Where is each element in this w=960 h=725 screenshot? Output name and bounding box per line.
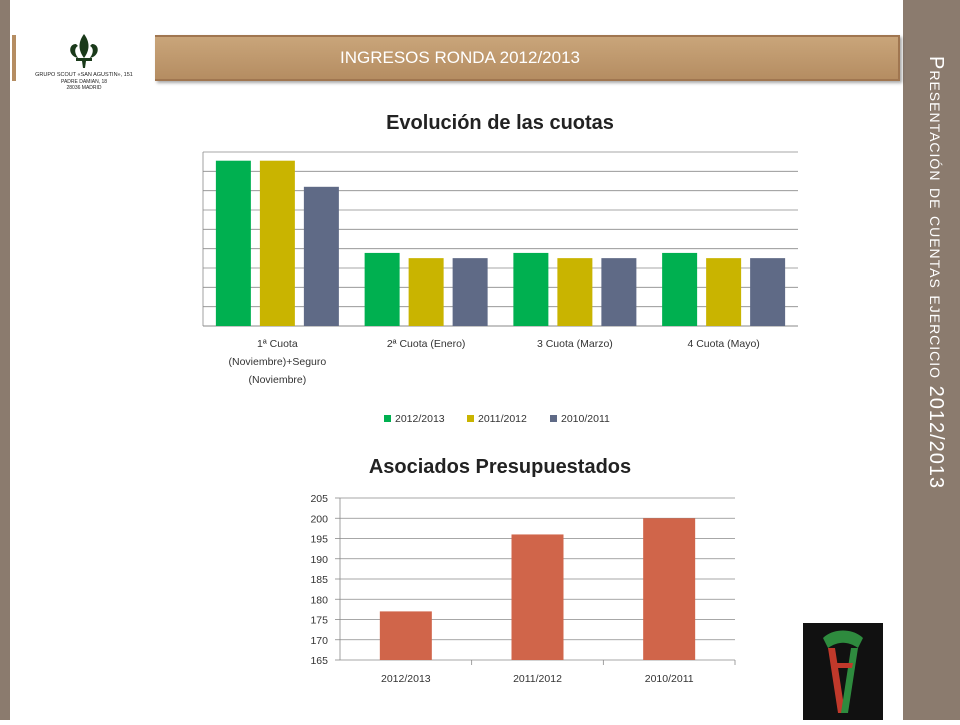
bar-2010/2011-3 bbox=[750, 258, 786, 326]
logo-text-1: GRUPO SCOUT «SAN AGUSTIN», 151 bbox=[35, 72, 133, 78]
side-title: Presentación de cuentas ejercicio 2012/2… bbox=[925, 56, 947, 490]
scarf-image bbox=[803, 623, 883, 720]
legend-label: 2010/2011 bbox=[561, 413, 610, 425]
side-panel bbox=[903, 0, 960, 720]
y-tick-label: 180 bbox=[310, 594, 328, 606]
chart2-title: Asociados Presupuestados bbox=[368, 456, 632, 478]
scout-logo: GRUPO SCOUT «SAN AGUSTIN», 151 PADRE DAM… bbox=[14, 30, 154, 92]
x-tick-label: 2011/2012 bbox=[513, 673, 562, 685]
y-tick-label: 165 bbox=[310, 655, 328, 667]
chart1-title: Evolución de las cuotas bbox=[386, 112, 614, 134]
y-tick-label: 195 bbox=[310, 534, 328, 546]
x-tick-label: (Noviembre)+Seguro bbox=[228, 356, 326, 368]
y-tick-label: 185 bbox=[310, 574, 328, 586]
bar-2011/2012 bbox=[511, 534, 564, 660]
bar-2011/2012-3 bbox=[706, 258, 742, 326]
bar-2012/2013-1 bbox=[364, 252, 400, 326]
y-tick-label: 205 bbox=[310, 493, 328, 505]
bar-2012/2013 bbox=[379, 611, 432, 660]
fleur-de-lis-icon bbox=[70, 34, 98, 68]
y-tick-label: 170 bbox=[310, 635, 328, 647]
bar-2010/2011-0 bbox=[303, 186, 339, 326]
logo-text-2: PADRE DAMIAN, 18 bbox=[61, 79, 107, 85]
x-tick-label: 2ª Cuota (Enero) bbox=[387, 338, 466, 350]
bar-2011/2012-1 bbox=[408, 258, 444, 326]
bar-2011/2012-2 bbox=[557, 258, 593, 326]
bar-2012/2013-2 bbox=[513, 252, 549, 326]
y-tick-label: 200 bbox=[310, 513, 328, 525]
x-tick-label: (Noviembre) bbox=[248, 374, 306, 386]
y-tick-label: 190 bbox=[310, 554, 328, 566]
legend-swatch-2011/2012 bbox=[467, 415, 474, 422]
header-band bbox=[155, 35, 900, 81]
header-title: INGRESOS RONDA 2012/2013 bbox=[339, 48, 580, 67]
chart-cuotas: 1ª Cuota (Noviembre)+Seguro (Noviembre) 2ª … bbox=[202, 151, 798, 425]
bar-2012/2013-0 bbox=[215, 160, 251, 326]
legend-swatch-2010/2011 bbox=[550, 415, 557, 422]
legend-label: 2011/2012 bbox=[478, 413, 527, 425]
y-tick-label: 175 bbox=[310, 615, 328, 627]
header-edge bbox=[12, 35, 16, 81]
x-tick-label: 2012/2013 bbox=[381, 673, 431, 685]
x-tick-label: 1ª Cuota bbox=[257, 338, 298, 350]
chart-asociados: 165 170 175 180 185 190 195 200 205 2012/2013 2011… bbox=[310, 493, 736, 685]
bar-2010/2011-2 bbox=[601, 258, 637, 326]
legend-swatch-2012/2013 bbox=[384, 415, 391, 422]
legend-label: 2012/2013 bbox=[395, 413, 445, 425]
left-accent-bar bbox=[0, 0, 10, 720]
x-tick-label: 3 Cuota (Marzo) bbox=[537, 338, 613, 350]
bar-2011/2012-0 bbox=[259, 160, 295, 326]
bar-2012/2013-3 bbox=[662, 252, 698, 326]
bar-2010/2011-1 bbox=[452, 258, 488, 326]
x-tick-label: 2010/2011 bbox=[645, 673, 694, 685]
x-tick-label: 4 Cuota (Mayo) bbox=[687, 338, 759, 350]
logo-text-3: 28036 MADRID bbox=[66, 85, 101, 91]
bar-2010/2011 bbox=[643, 518, 696, 660]
